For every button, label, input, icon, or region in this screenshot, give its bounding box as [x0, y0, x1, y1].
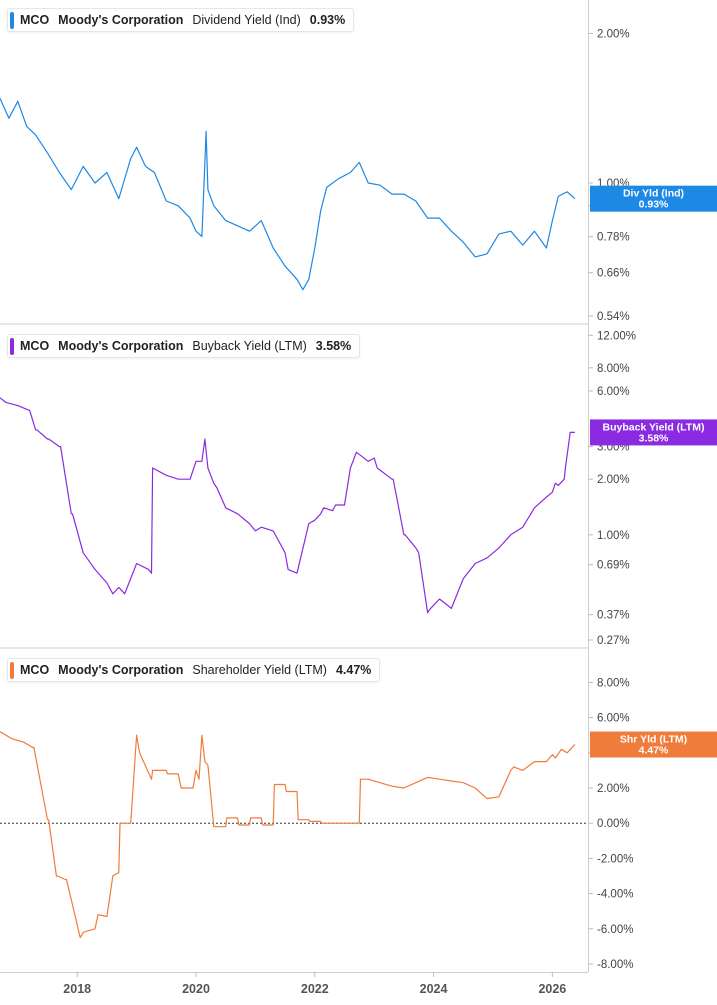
- legend-dividend-yield[interactable]: MCO Moody's Corporation Dividend Yield (…: [7, 8, 355, 32]
- y-tick-label: -6.00%: [597, 924, 633, 936]
- y-axis-ticks: 0.54%0.66%0.78%0.90%1.00%2.00%0.27%0.37%…: [588, 28, 636, 971]
- legend-metric: Dividend Yield (Ind): [192, 13, 301, 27]
- y-tick-label: -2.00%: [597, 853, 633, 865]
- y-tick-label: 0.27%: [597, 635, 630, 647]
- x-tick-label: 2024: [420, 982, 448, 996]
- last-value-flags: Div Yld (Ind)0.93% Buyback Yield (LTM)3.5…: [590, 185, 717, 758]
- series-line[interactable]: [0, 731, 576, 939]
- y-tick-label: 0.54%: [597, 311, 630, 323]
- chart-grid: [0, 0, 589, 973]
- series-line[interactable]: [0, 397, 575, 614]
- last-value-flag: [590, 419, 717, 446]
- flag-value: 3.58%: [639, 432, 669, 444]
- chart-series: [0, 98, 576, 939]
- legend-shareholder-yield[interactable]: MCO Moody's Corporation Shareholder Yiel…: [7, 658, 381, 682]
- x-tick-label: 2020: [182, 982, 210, 996]
- legend-value: 4.47%: [335, 663, 372, 677]
- legend-company: Moody's Corporation: [58, 663, 184, 677]
- legend-value: 3.58%: [315, 339, 352, 353]
- flag-value: 4.47%: [639, 745, 669, 757]
- y-tick-label: 0.69%: [597, 560, 630, 572]
- y-tick-label: 6.00%: [597, 386, 630, 398]
- legend-ticker: MCO: [20, 339, 50, 353]
- legend-company: Moody's Corporation: [58, 13, 184, 27]
- y-tick-label: 0.00%: [597, 818, 630, 830]
- legend-company: Moody's Corporation: [58, 339, 184, 353]
- x-axis: 2018 2020 2022 2024 2026: [63, 972, 566, 996]
- y-tick-label: 0.37%: [597, 610, 630, 622]
- y-tick-label: 2.00%: [597, 783, 630, 795]
- legend-metric: Buyback Yield (LTM): [192, 339, 307, 353]
- y-tick-label: 12.00%: [597, 330, 636, 342]
- y-tick-label: 8.00%: [597, 363, 630, 375]
- last-value-flag: [590, 731, 717, 758]
- x-tick-label: 2018: [63, 982, 91, 996]
- y-tick-label: 2.00%: [597, 474, 630, 486]
- y-tick-label: -4.00%: [597, 889, 633, 901]
- y-tick-label: 6.00%: [597, 713, 630, 725]
- series-color-swatch: [10, 338, 14, 355]
- x-tick-label: 2026: [538, 982, 566, 996]
- series-line[interactable]: [0, 98, 576, 291]
- flag-value: 0.93%: [639, 199, 669, 211]
- y-tick-label: 2.00%: [597, 28, 630, 40]
- y-tick-label: -8.00%: [597, 959, 633, 971]
- series-color-swatch: [10, 662, 14, 679]
- y-tick-label: 1.00%: [597, 530, 630, 542]
- y-tick-label: 8.00%: [597, 677, 630, 689]
- legend-buyback-yield[interactable]: MCO Moody's Corporation Buyback Yield (L…: [7, 334, 361, 358]
- flag-label: Buyback Yield (LTM): [603, 421, 705, 433]
- y-tick-label: 0.66%: [597, 268, 630, 280]
- series-color-swatch: [10, 12, 14, 29]
- last-value-flag: [590, 185, 717, 212]
- x-tick-label: 2022: [301, 982, 329, 996]
- legend-ticker: MCO: [20, 13, 50, 27]
- flag-label: Shr Yld (LTM): [620, 734, 687, 746]
- legend-value: 0.93%: [309, 13, 346, 27]
- legend-metric: Shareholder Yield (LTM): [192, 663, 327, 677]
- y-tick-label: 0.78%: [597, 232, 630, 244]
- flag-label: Div Yld (Ind): [623, 188, 684, 200]
- legend-ticker: MCO: [20, 663, 50, 677]
